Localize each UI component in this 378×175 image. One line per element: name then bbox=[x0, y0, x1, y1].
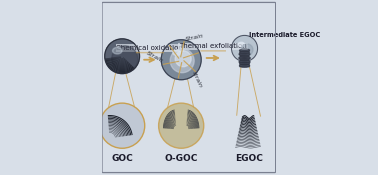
Ellipse shape bbox=[240, 63, 249, 65]
Ellipse shape bbox=[240, 50, 249, 51]
Text: strain: strain bbox=[191, 71, 203, 89]
Ellipse shape bbox=[239, 62, 250, 63]
Text: Thermal exfoliation: Thermal exfoliation bbox=[179, 43, 247, 49]
Ellipse shape bbox=[239, 53, 250, 55]
Ellipse shape bbox=[240, 60, 249, 61]
FancyBboxPatch shape bbox=[200, 50, 226, 52]
Ellipse shape bbox=[240, 52, 249, 54]
Ellipse shape bbox=[240, 59, 249, 61]
Ellipse shape bbox=[240, 66, 249, 67]
Ellipse shape bbox=[112, 46, 138, 72]
Ellipse shape bbox=[175, 51, 191, 67]
Ellipse shape bbox=[238, 42, 245, 47]
Text: Intermediate EGOC: Intermediate EGOC bbox=[249, 32, 320, 38]
Ellipse shape bbox=[113, 47, 122, 54]
Ellipse shape bbox=[173, 50, 181, 55]
Ellipse shape bbox=[240, 64, 249, 65]
Circle shape bbox=[99, 103, 145, 148]
Text: EGOC: EGOC bbox=[235, 154, 263, 163]
Text: Strain: Strain bbox=[186, 33, 205, 42]
Ellipse shape bbox=[240, 49, 249, 51]
Text: GOC: GOC bbox=[111, 154, 133, 163]
Text: O-GOC: O-GOC bbox=[164, 154, 198, 163]
Circle shape bbox=[232, 35, 257, 61]
Ellipse shape bbox=[240, 65, 249, 67]
Ellipse shape bbox=[239, 61, 250, 63]
Circle shape bbox=[105, 39, 139, 74]
Text: Chemical oxidation: Chemical oxidation bbox=[116, 45, 183, 51]
Circle shape bbox=[159, 103, 204, 148]
Ellipse shape bbox=[240, 51, 249, 53]
Ellipse shape bbox=[239, 58, 250, 59]
Ellipse shape bbox=[240, 55, 249, 57]
Ellipse shape bbox=[170, 49, 194, 73]
Ellipse shape bbox=[241, 44, 253, 56]
Ellipse shape bbox=[239, 54, 250, 55]
Ellipse shape bbox=[240, 56, 249, 57]
Ellipse shape bbox=[239, 57, 250, 59]
Text: Strain: Strain bbox=[145, 50, 164, 63]
Circle shape bbox=[161, 40, 201, 80]
FancyBboxPatch shape bbox=[136, 52, 164, 53]
